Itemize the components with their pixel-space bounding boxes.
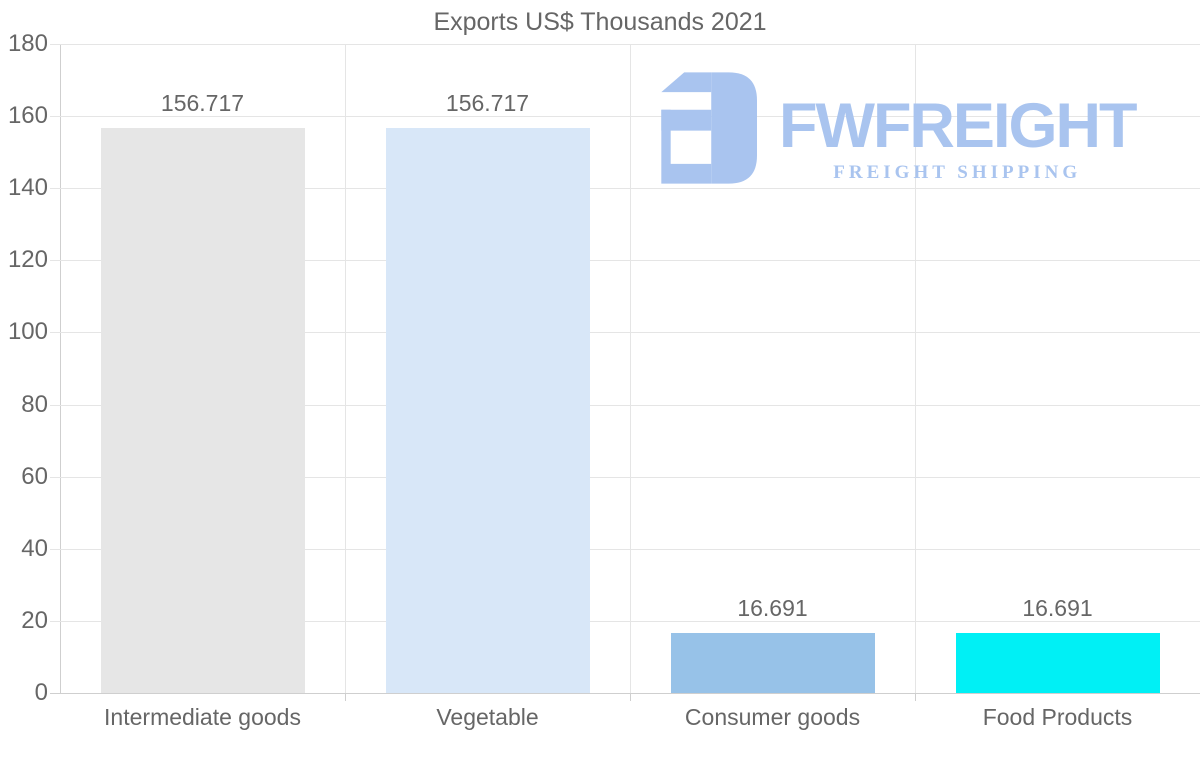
chart-title: Exports US$ Thousands 2021 (433, 8, 767, 36)
category-label-consumer-goods: Consumer goods (684, 704, 861, 730)
category-separator (630, 44, 631, 693)
y-axis-tick-label: 100 (7, 318, 48, 346)
x-axis-tick (345, 693, 346, 701)
plot-area: 0 20 40 60 80 100 120 140 160 180 156.717 Intermedi… (8, 32, 1200, 729)
y-axis-tick-label: 140 (7, 174, 48, 202)
y-axis-line (60, 44, 61, 693)
gridline-y-40 (50, 548, 1200, 550)
fwfreight-logo-icon (661, 72, 757, 184)
x-axis-tick (915, 693, 916, 701)
value-label-intermediate-goods: 156.717 (160, 89, 245, 116)
logo-text-block: FWFREIGHT FREIGHT SHIPPING (779, 72, 1137, 184)
bar-intermediate-goods (100, 127, 305, 693)
gridline-y-80 (50, 404, 1200, 406)
bar-consumer-goods (670, 632, 875, 693)
value-label-food-products: 16.691 (1022, 594, 1093, 621)
gridline-y-100 (50, 332, 1200, 334)
value-label-consumer-goods: 16.691 (737, 594, 808, 621)
gridline-y-0 (50, 693, 1200, 694)
y-axis-tick-label: 20 (21, 606, 48, 634)
bar-vegetable (385, 127, 590, 693)
fwfreight-logo: FWFREIGHT FREIGHT SHIPPING (653, 72, 1137, 184)
y-axis-tick-label: 180 (7, 30, 48, 57)
logo-subtitle: FREIGHT SHIPPING (833, 162, 1082, 183)
category-separator (345, 44, 346, 693)
y-axis-tick-label: 80 (21, 390, 48, 418)
logo-wordmark: FWFREIGHT (779, 91, 1137, 161)
x-axis-tick (630, 693, 631, 701)
y-axis-tick-label: 40 (21, 534, 48, 562)
category-label-food-products: Food Products (982, 704, 1133, 730)
y-axis-tick-label: 160 (7, 102, 48, 130)
y-axis-tick-label: 60 (21, 462, 48, 490)
gridline-y-20 (50, 620, 1200, 622)
y-axis-tick-label: 120 (7, 246, 48, 274)
gridline-y-180 (50, 44, 1200, 45)
category-separator (915, 44, 916, 693)
gridline-y-60 (50, 476, 1200, 478)
category-label-intermediate-goods: Intermediate goods (104, 704, 301, 730)
category-label-vegetable: Vegetable (436, 704, 539, 730)
gridline-y-120 (50, 260, 1200, 262)
bar-food-products (955, 632, 1160, 693)
value-label-vegetable: 156.717 (445, 89, 530, 116)
y-axis-tick-label: 0 (34, 679, 48, 706)
gridline-y-160 (50, 116, 1200, 118)
gridline-y-140 (50, 188, 1200, 190)
